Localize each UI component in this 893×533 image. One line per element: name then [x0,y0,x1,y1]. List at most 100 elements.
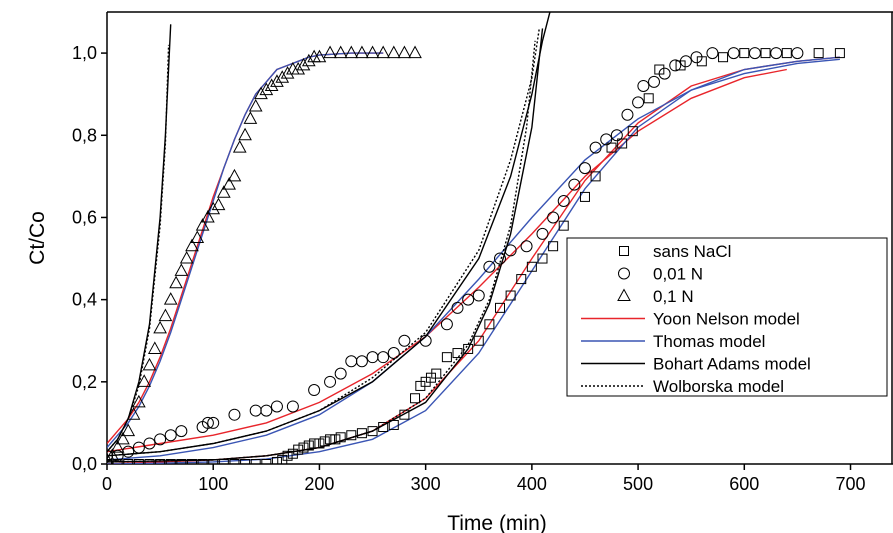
x-axis-title: Time (min) [447,512,547,533]
circle-point [207,416,220,429]
triangle-point [270,74,284,87]
triangle-point [301,53,316,67]
circle-point [504,244,517,257]
circle-point [483,260,496,273]
circle-point [568,178,581,191]
circle-point [621,108,634,121]
circle-point [632,96,645,109]
circle-point [419,334,432,347]
circle-point [578,162,591,175]
square-point [367,426,378,437]
circle-point [472,289,485,302]
square-point [229,459,240,464]
square-point [399,409,410,420]
circle-point [462,293,475,306]
square-point [335,432,346,443]
circle-point [286,400,299,413]
square-point [218,459,229,464]
triangle-point [323,45,337,59]
triangle-point [190,230,205,243]
circle-point [154,433,167,446]
square-point [516,274,527,285]
triangle-point [153,320,167,334]
square-point [293,444,304,455]
square-point [505,290,516,301]
square-point [834,48,845,59]
square-point [378,422,389,433]
x-tick-label: 700 [835,474,865,494]
circle-point [143,437,156,450]
y-tick-label: 1,0 [72,43,97,63]
triangle-point [259,82,274,96]
square-point [240,459,251,464]
triangle-point [355,45,369,59]
triangle-point [280,66,295,79]
triangle-point [174,263,189,276]
y-tick-label: 0,4 [72,290,97,310]
square-point [346,430,357,441]
circle-point [387,347,400,360]
square-point [155,459,166,464]
square-point [739,48,750,59]
x-tick-label: 500 [623,474,653,494]
y-tick-label: 0,6 [72,207,97,227]
square-point [325,434,336,445]
square-point [165,459,176,464]
triangle-point [142,357,157,371]
x-tick-label: 100 [198,474,228,494]
triangle-point [296,57,311,71]
circle-point [658,67,671,80]
square-point [718,52,729,63]
square-point [186,459,197,464]
triangle-point [201,209,215,223]
thomas-model-curve [107,58,840,461]
square-point [463,343,474,354]
triangle-point [163,292,178,305]
wolborska-model-series [107,28,540,463]
wolborska-model-curve [107,28,540,457]
square-point [208,459,219,464]
thomas-model-series [107,52,840,464]
y-tick-label: 0,0 [72,454,97,474]
thomas-model-curve [107,52,384,449]
square-point [627,126,638,137]
triangle-point [147,341,162,354]
circle-point [600,133,613,146]
square-point [606,142,617,153]
triangle-point [126,407,141,420]
square-point [590,171,601,182]
square-point [441,352,452,363]
square-point [388,419,399,430]
square-point [473,335,484,346]
legend-label: 0,01 N [653,265,703,284]
circle-point [249,404,262,417]
square-point [760,48,771,59]
circle-point [557,195,570,208]
circle-point [308,384,321,397]
circle-point [748,47,761,60]
y-tick-label: 0,2 [72,372,97,392]
sans-nacl-series [107,48,845,464]
square-point [558,220,569,231]
circle-point [770,47,783,60]
circle-point [679,55,692,68]
legend-label: Bohart Adams model [653,355,811,374]
triangle-point [376,45,391,59]
x-tick-label: 600 [729,474,759,494]
square-point [133,459,144,464]
circle-point [451,301,464,314]
circle-point [111,449,124,462]
triangle-point [408,45,422,59]
circle-point [706,47,719,60]
legend-label: Yoon Nelson model [653,310,800,329]
bohart-adams-model-curve [107,12,551,457]
circle-point [132,441,145,454]
triangle-point [344,45,359,59]
circle-point [334,367,347,380]
x-tick-label: 300 [411,474,441,494]
triangle-point [275,70,290,83]
circle-point [164,429,177,442]
square-point [123,459,134,464]
legend: sans NaCl 0,01 N 0,1 N Yoon Nelson model Tho… [566,237,888,397]
